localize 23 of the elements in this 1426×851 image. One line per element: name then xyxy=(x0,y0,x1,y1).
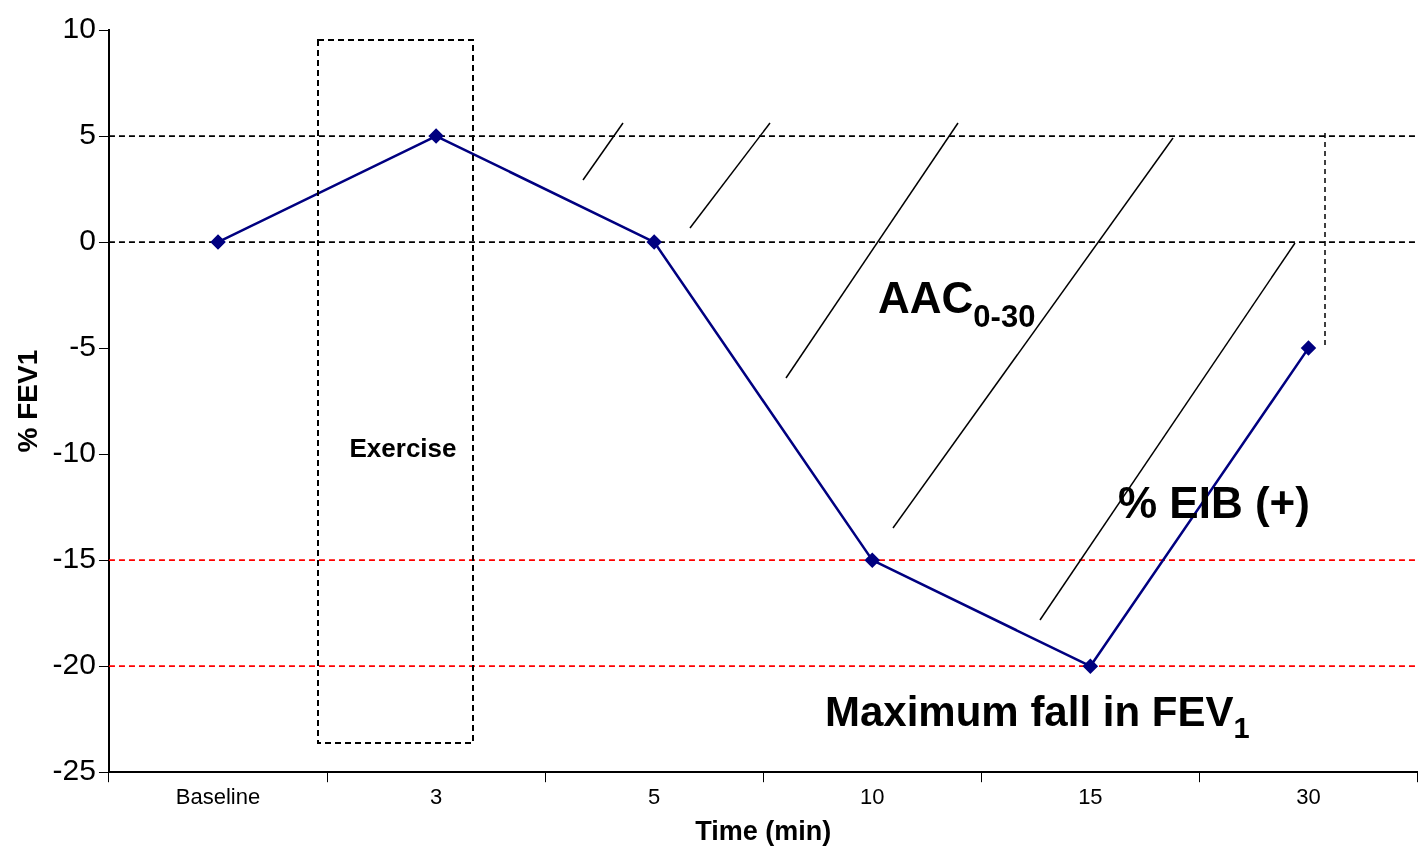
y-tick-label: -10 xyxy=(52,435,96,469)
x-tick-label: 3 xyxy=(429,784,443,810)
point xyxy=(210,234,226,250)
x-axis-title: Time (min) xyxy=(695,816,832,847)
point xyxy=(1083,658,1098,674)
y-tick-label: 0 xyxy=(79,223,96,257)
y-tick-label: -5 xyxy=(69,329,96,363)
y-axis-title: % FEV1 xyxy=(11,349,43,453)
x-tick-label: 15 xyxy=(1078,784,1103,810)
y-tick-label: 10 xyxy=(62,11,96,45)
point xyxy=(1301,340,1316,356)
annotation: Exercise xyxy=(349,433,457,464)
y-tick-label: 5 xyxy=(79,117,96,151)
point xyxy=(428,128,444,144)
x-tick-label: 5 xyxy=(648,784,661,810)
x-tick-label: 10 xyxy=(860,784,885,810)
y-tick-label: -25 xyxy=(52,753,96,787)
y-tick-label: -15 xyxy=(52,541,96,575)
x-tick-label: Baseline xyxy=(175,784,261,810)
point xyxy=(646,234,662,250)
x-tick-label: 30 xyxy=(1296,784,1321,810)
y-tick-label: -20 xyxy=(52,647,96,681)
point xyxy=(865,552,880,568)
